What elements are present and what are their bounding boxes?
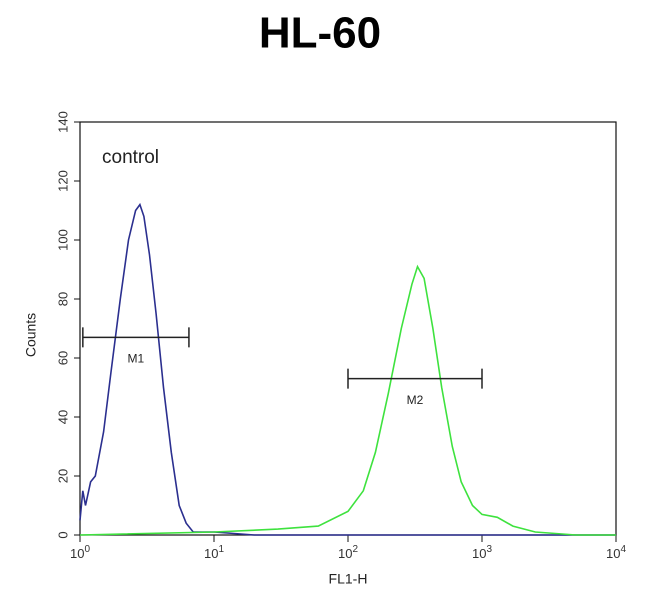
x-tick-label: 102 [338, 544, 358, 562]
x-tick-base: 10 [472, 546, 486, 561]
x-tick-label: 104 [606, 544, 626, 562]
x-tick-label: 101 [204, 544, 224, 562]
x-tick-exponent: 2 [352, 544, 358, 555]
gate-label: M1 [128, 352, 145, 366]
gate-label: M2 [407, 393, 424, 407]
histogram-line [79, 264, 616, 536]
x-tick-exponent: 0 [84, 544, 90, 555]
plot-frame [79, 121, 617, 536]
x-axis-label: FL1-H [329, 571, 368, 587]
y-tick-label: 60 [55, 351, 70, 365]
y-tick-label: 0 [55, 531, 70, 538]
y-tick-label: 120 [55, 170, 70, 192]
x-tick-label: 100 [70, 544, 90, 562]
x-tick-label: 103 [472, 544, 492, 562]
legend-label: control [102, 147, 159, 168]
x-tick-base: 10 [70, 546, 84, 561]
y-tick-label: 100 [55, 229, 70, 251]
x-tick-exponent: 1 [218, 544, 224, 555]
x-tick-base: 10 [338, 546, 352, 561]
x-tick-base: 10 [606, 546, 620, 561]
y-tick-label: 80 [55, 292, 70, 306]
x-tick-base: 10 [204, 546, 218, 561]
x-tick-exponent: 3 [486, 544, 492, 555]
y-axis-label: Counts [23, 313, 39, 357]
chart-title: HL-60 [259, 9, 381, 58]
y-tick-label: 40 [55, 410, 70, 424]
y-tick-label: 20 [55, 469, 70, 483]
x-tick-exponent: 4 [620, 544, 626, 555]
y-tick-label: 140 [55, 111, 70, 133]
